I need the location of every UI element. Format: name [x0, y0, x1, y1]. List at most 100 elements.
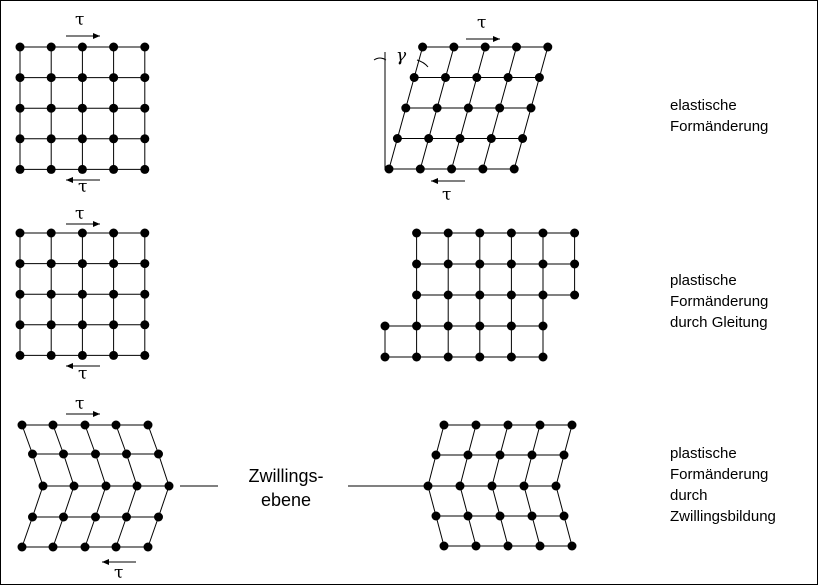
lattice-3b-atom [535, 420, 545, 430]
lattice-1b-bond [445, 46, 455, 78]
lattice-1b-atom [495, 103, 505, 113]
lattice-2b-atom [475, 321, 485, 331]
tau-label-2a-bottom: τ [78, 364, 88, 384]
lattice-3b-atom [567, 541, 577, 551]
lattice-3b-bond [563, 424, 573, 456]
tau-label-1b-bottom: τ [442, 185, 452, 205]
lattice-3a-atom [154, 512, 163, 522]
lattice-2b-atom [506, 228, 516, 238]
shear-arrow-2a-top-head [93, 221, 100, 227]
lattice-2a-atom [77, 350, 87, 360]
lattice-3b-bond [491, 454, 501, 487]
lattice-3b-atom [495, 450, 505, 460]
lattice-3b-atom [567, 420, 577, 430]
lattice-2a-atom [109, 320, 119, 330]
lattice-3a-bond [115, 424, 127, 455]
row-label-twinning: plastische Formänderung durch Zwillingsb… [670, 443, 776, 527]
lattice-1a-atom [109, 164, 119, 174]
lattice-1a-atom [77, 73, 87, 83]
lattice-3b-atom [527, 511, 537, 521]
lattice-3a-atom [91, 449, 100, 459]
lattice-2b-atom [380, 352, 390, 362]
lattice-1b-atom [415, 164, 425, 174]
lattice-2b-atom [506, 290, 516, 300]
lattice-3a-atom [164, 481, 174, 491]
lattice-1b-atom [486, 134, 496, 143]
lattice-2a-atom [46, 259, 56, 269]
lattice-2a-atom [46, 289, 56, 299]
lattice-3a-atom [91, 512, 100, 522]
lattice-2b-atom [412, 228, 422, 238]
shear-arrow-1b-top-head [493, 36, 500, 42]
lattice-3a-bond [95, 453, 107, 487]
lattice-1b-bond [522, 107, 532, 139]
lattice-1b-atom [463, 103, 473, 113]
lattice-1a-atom [140, 103, 150, 113]
lattice-3b-atom [431, 511, 441, 521]
lattice-3a-bond [32, 485, 44, 518]
lattice-3b-atom [423, 481, 433, 491]
lattice-2b-atom [412, 290, 422, 300]
lattice-1a-atom [109, 42, 119, 52]
lattice-2a-atom [15, 350, 25, 360]
lattice-3a-atom [143, 420, 153, 430]
lattice-1b-atom [424, 134, 434, 143]
lattice-1a-atom [15, 164, 25, 174]
lattice-2b-atom [538, 321, 548, 331]
lattice-3a-atom [122, 512, 131, 522]
lattice-3b-atom [439, 541, 449, 551]
lattice-3a-atom [154, 449, 163, 459]
lattice-2b-atom [570, 290, 580, 300]
lattice-1a-atom [140, 134, 150, 144]
lattice-3a-atom [38, 481, 48, 491]
lattice-2b-atom [412, 259, 422, 269]
lattice-1b-atom [432, 103, 442, 113]
lattice-2a-atom [140, 350, 150, 360]
lattice-3b-bond [499, 515, 509, 547]
twin-plane-label: Zwillings- ebene [226, 464, 346, 512]
lattice-1a-atom [77, 42, 87, 52]
lattice-3a-bond [115, 516, 127, 548]
lattice-3a-bond [84, 424, 96, 455]
lattice-2b-atom [443, 321, 453, 331]
lattice-3b-atom [519, 481, 529, 491]
lattice-3b-bond [427, 454, 437, 487]
lattice-3a-atom [69, 481, 79, 491]
lattice-3a-atom [17, 420, 27, 430]
lattice-2a-atom [15, 289, 25, 299]
lattice-1b-bond [538, 46, 549, 78]
lattice-1b-atom [472, 73, 482, 82]
lattice-3a-atom [132, 481, 142, 491]
lattice-1b-atom [478, 164, 488, 174]
row-label-slip-line3: durch Gleitung [670, 314, 768, 331]
lattice-2a-atom [109, 259, 119, 269]
lattice-3b-atom [439, 420, 449, 430]
lattice-1b-bond [467, 77, 478, 109]
lattice-3a-bond [52, 424, 64, 455]
lattice-1a-atom [109, 73, 119, 83]
lattice-1b-bond [419, 138, 430, 170]
lattice-3a-bond [32, 453, 44, 487]
lattice-3b-atom [503, 420, 513, 430]
lattice-1a-atom [15, 103, 25, 113]
lattice-3b-bond [523, 454, 533, 487]
lattice-3a-atom [101, 481, 111, 491]
lattice-2b-atom [412, 352, 422, 362]
lattice-2a-atom [140, 259, 150, 269]
lattice-1a-atom [77, 164, 87, 174]
lattice-2b-atom [538, 228, 548, 238]
lattice-1b-bond [396, 107, 407, 139]
shear-arrow-3a-top-head [93, 411, 100, 417]
lattice-3b-bond [555, 454, 565, 487]
lattice-3b-atom [463, 511, 473, 521]
lattice-1a-atom [140, 164, 150, 174]
lattice-2a-atom [109, 289, 119, 299]
lattice-1b-bond [428, 107, 438, 139]
lattice-3a-bond [84, 516, 96, 548]
lattice-3a-atom [80, 542, 90, 552]
shear-arrow-2a-bottom-head [66, 363, 73, 369]
lattice-1a-atom [109, 134, 119, 144]
lattice-3b-bond [563, 515, 573, 547]
row-label-slip-line2: Formänderung [670, 293, 769, 310]
